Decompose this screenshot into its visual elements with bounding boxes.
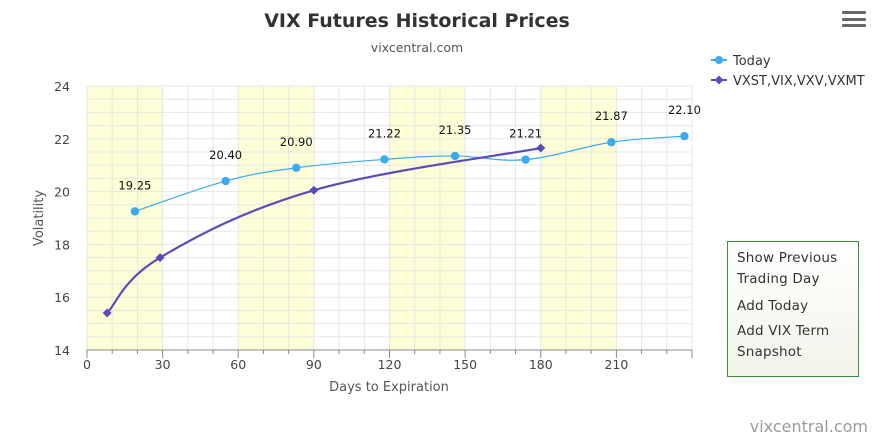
today-point [221,176,230,186]
chart-subtitle: vixcentral.com [371,40,463,55]
today-point [680,131,689,141]
series-line-1 [106,146,541,314]
x-tick-label: 0 [83,357,91,372]
data-label: 22.10 [668,103,701,117]
axes: 0 30 60 90 120 150 180 210 14 16 18 20 22 24 [54,79,693,372]
x-tick-label: 150 [453,357,477,372]
vxst-point [536,143,546,153]
legend[interactable]: Today VXST,VIX,VXV,VXMT [711,54,865,89]
y-tick-label: 18 [54,237,70,252]
chart-title: VIX Futures Historical Prices [264,10,570,32]
legend-circle-icon [715,56,723,64]
data-label: 20.90 [280,135,313,149]
legend-entry: VXST,VIX,VXV,VXMT [733,74,865,89]
y-tick-label: 22 [54,132,70,147]
today-point [521,155,530,164]
vxst-point [155,253,165,263]
watermark-text: vixcentral.com [749,417,868,436]
data-labels: 19.25 20.40 20.90 21.22 21.35 21.21 21.87 22.10 [118,103,700,192]
y-tick-label: 16 [54,290,70,305]
x-tick-label: 90 [306,357,322,372]
x-tick-label: 30 [155,357,171,372]
vxst-point [309,185,319,195]
today-point [607,138,616,147]
today-point [130,207,140,216]
data-label: 19.25 [118,178,151,192]
data-label: 21.87 [595,109,628,123]
today-point [292,163,301,173]
add-today-button[interactable]: Add Today [737,298,809,314]
x-axis-label: Days to Expiration [329,380,449,395]
today-point [380,155,389,164]
y-tick-label: 20 [54,185,70,200]
vxst-point [102,308,112,318]
x-tick-label: 60 [230,357,246,372]
show-previous-trading-day-button[interactable]: Show Previous Trading Day [737,250,838,287]
y-axis-label: Volatility [32,190,47,246]
data-label: 20.40 [209,148,242,162]
today-point [450,151,460,161]
data-label: 21.22 [368,126,401,140]
hamburger-menu-icon[interactable] [842,11,866,31]
chart-context-menu: Show Previous Trading Day Add Today Add … [727,241,859,377]
series [102,131,689,318]
x-tick-label: 180 [529,357,553,372]
legend-entry: Today [732,54,771,69]
x-tick-label: 120 [378,357,402,372]
y-tick-label: 24 [54,79,70,94]
add-vix-term-snapshot-button[interactable]: Add VIX Term Snapshot [737,323,830,360]
data-label: 21.21 [509,127,542,141]
data-label: 21.35 [439,123,472,137]
x-tick-label: 210 [604,357,628,372]
y-tick-label: 14 [54,343,70,358]
legend-diamond-icon [714,75,724,85]
